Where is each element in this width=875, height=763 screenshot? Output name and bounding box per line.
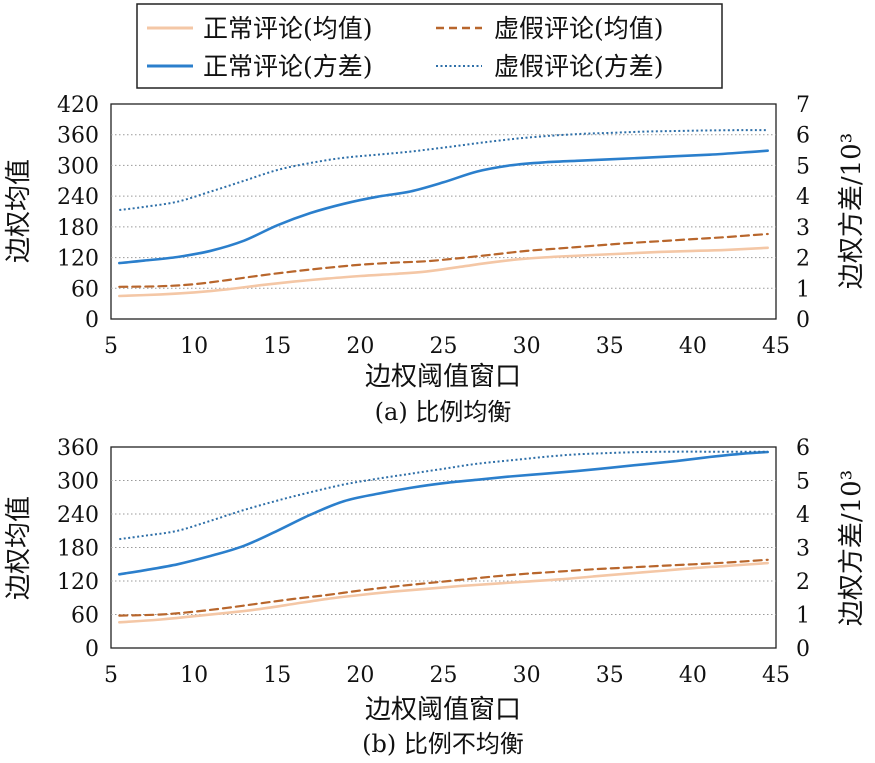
y-tick-label: 120 <box>57 570 99 595</box>
y2-tick-label: 1 <box>796 604 810 629</box>
y2-axis-label: 边权方差/10³ <box>837 133 867 289</box>
series-line-normal-mean <box>118 246 769 298</box>
x-tick-label: 35 <box>596 663 624 688</box>
gridlines <box>111 134 776 289</box>
y2-tick-label: 5 <box>796 470 810 495</box>
y-axis-label: 边权均值 <box>4 496 34 600</box>
y2-axis-label: 边权方差/10³ <box>837 470 867 626</box>
x-tick-label: 30 <box>513 663 541 688</box>
y-tick-label: 420 <box>57 93 99 118</box>
series-lines <box>118 129 769 298</box>
y-tick-label: 60 <box>71 277 99 302</box>
x-tick-labels: 5 10 15 20 25 30 35 40 45 <box>104 334 790 359</box>
y-tick-label: 300 <box>57 154 99 179</box>
y2-tick-label: 3 <box>796 537 810 562</box>
x-tick-label: 5 <box>104 663 118 688</box>
x-tick-label: 10 <box>180 334 208 359</box>
series-lines <box>118 450 769 624</box>
legend-label-fake-mean: 虚假评论(均值) <box>494 14 664 43</box>
x-tick-label: 40 <box>679 663 707 688</box>
legend-box <box>136 3 723 89</box>
y-tick-label: 120 <box>57 247 99 272</box>
y2-tick-label: 5 <box>796 154 810 179</box>
y2-tick-label: 2 <box>796 247 810 272</box>
x-tick-label: 35 <box>596 334 624 359</box>
y-tick-labels: 0 60 120 180 240 300 360 <box>57 436 99 662</box>
series-line-fake-mean <box>118 558 769 617</box>
x-tick-label: 45 <box>762 334 790 359</box>
x-axis-label: 边权阈值窗口 <box>365 695 521 725</box>
y-tick-label: 0 <box>85 308 99 333</box>
y2-tick-label: 4 <box>796 503 810 528</box>
legend: 正常评论(均值) 虚假评论(均值) 正常评论(方差) 虚假评论(方差) <box>136 3 723 89</box>
legend-label-normal-var: 正常评论(方差) <box>203 52 373 81</box>
gridlines <box>111 480 776 615</box>
y2-tick-label: 4 <box>796 185 810 210</box>
legend-label-normal-mean: 正常评论(均值) <box>203 14 373 43</box>
x-tick-label: 25 <box>430 663 458 688</box>
y2-tick-label: 6 <box>796 124 810 149</box>
x-tick-labels: 5 10 15 20 25 30 35 40 45 <box>104 663 790 688</box>
y-tick-label: 360 <box>57 124 99 149</box>
y-tick-label: 180 <box>57 537 99 562</box>
chart-caption: (b) 比例不均衡 <box>362 730 524 758</box>
y-tick-label: 0 <box>85 637 99 662</box>
x-tick-label: 5 <box>104 334 118 359</box>
x-tick-label: 45 <box>762 663 790 688</box>
series-line-normal-var <box>118 149 769 265</box>
y-tick-label: 300 <box>57 470 99 495</box>
series-line-fake-var <box>119 129 768 211</box>
x-tick-label: 15 <box>263 334 291 359</box>
y2-tick-label: 0 <box>796 308 810 333</box>
x-tick-label: 30 <box>513 334 541 359</box>
y2-tick-labels: 0 1 2 3 4 5 6 <box>796 436 810 662</box>
series-line-fake-mean <box>118 232 769 288</box>
x-tick-label: 40 <box>679 334 707 359</box>
y2-tick-label: 7 <box>796 93 810 118</box>
plot-area-frame <box>110 103 777 320</box>
y2-tick-label: 2 <box>796 570 810 595</box>
legend-label-fake-var: 虚假评论(方差) <box>494 52 664 81</box>
x-tick-label: 20 <box>346 334 374 359</box>
series-line-fake-var <box>119 450 768 541</box>
x-tick-label: 25 <box>430 334 458 359</box>
y-tick-labels: 0 60 120 180 240 300 360 420 <box>57 93 99 333</box>
y2-tick-label: 3 <box>796 216 810 241</box>
y-tick-label: 180 <box>57 216 99 241</box>
y2-tick-label: 6 <box>796 436 810 461</box>
y2-tick-label: 1 <box>796 277 810 302</box>
x-axis-label: 边权阈值窗口 <box>365 362 521 392</box>
y-tick-label: 240 <box>57 185 99 210</box>
chart-caption: (a) 比例均衡 <box>375 398 512 426</box>
x-tick-label: 20 <box>346 663 374 688</box>
y-axis-label: 边权均值 <box>4 159 34 263</box>
series-line-normal-var <box>118 450 769 576</box>
y-tick-label: 360 <box>57 436 99 461</box>
y2-tick-label: 0 <box>796 637 810 662</box>
y2-tick-labels: 0 1 2 3 4 5 6 7 <box>796 93 810 333</box>
y-tick-label: 240 <box>57 503 99 528</box>
x-tick-label: 10 <box>180 663 208 688</box>
y-tick-label: 60 <box>71 604 99 629</box>
series-line-normal-mean <box>118 561 769 624</box>
x-tick-label: 15 <box>263 663 291 688</box>
